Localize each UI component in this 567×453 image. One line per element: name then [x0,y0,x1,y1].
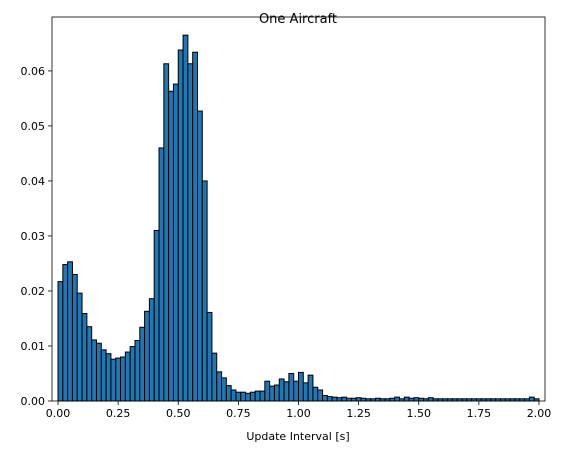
histogram-bar [187,63,194,402]
histogram-bar [288,372,295,402]
histogram-bar [278,378,285,402]
histogram-bar [240,391,247,402]
histogram-bar [182,34,189,402]
x-tick-label: 1.25 [346,407,371,420]
histogram-bar [341,396,348,402]
histogram-bar [249,391,256,402]
histogram-bar [95,342,102,402]
histogram-bar [148,298,155,402]
histogram-bar [115,357,122,402]
histogram-bar [163,63,170,402]
histogram-bar [259,390,266,402]
x-tick-label: 0.50 [166,407,191,420]
histogram-bar [307,374,314,402]
x-axis-label: Update Interval [s] [246,430,349,443]
histogram-bar [360,397,367,402]
histogram-bar [172,83,179,402]
histogram-bar [350,397,357,402]
y-tick-label: 0.06 [21,65,46,78]
y-tick-label: 0.01 [21,340,46,353]
histogram-bar [264,380,271,402]
histogram-bar [528,396,535,402]
y-tick-label: 0.03 [21,230,46,243]
y-tick-label: 0.04 [21,175,46,188]
histogram-bar [322,395,328,402]
histogram-bar [67,261,73,402]
histogram-bar [134,339,141,402]
histogram-bar [403,396,410,402]
histogram-bar [62,264,69,402]
histogram-bar [273,384,280,402]
histogram-bar [374,397,381,402]
histogram-bar [144,310,150,402]
histogram-bar [139,326,146,402]
histogram-bar [394,396,401,402]
y-tick-label: 0.05 [21,120,46,133]
x-tick-label: 2.00 [527,407,552,420]
histogram-bar [302,382,309,402]
histogram-bar [245,392,251,402]
histogram-bar [317,389,324,402]
chart-title: One Aircraft [259,12,337,27]
y-axis-ticks: 0.00 0.01 0.02 0.03 0.04 0.05 0.06 [21,65,52,408]
histogram-bar [168,90,174,402]
histogram-bar [413,397,420,402]
histogram-bar [269,385,275,402]
histogram-bar [225,385,232,402]
plot-frame [51,16,546,402]
histogram-bar [389,397,396,402]
x-tick-label: 1.75 [467,407,492,420]
x-tick-label: 0.00 [46,407,71,420]
histogram-bar [336,397,343,402]
x-axis-ticks: 0.00 0.25 0.50 0.75 1.00 1.25 1.50 1.75 2.00 [46,401,551,420]
x-tick-label: 0.25 [106,407,131,420]
histogram-bar [110,358,117,402]
histogram-bar [418,397,425,402]
histogram-bar [211,352,218,402]
y-tick-label: 0.02 [21,285,46,298]
histogram-bar [254,390,261,402]
histogram-bar [192,51,199,402]
histogram-bars [57,34,540,402]
y-tick-label: 0.00 [21,395,46,408]
histogram-bar [201,180,208,402]
histogram-bar [355,397,362,402]
x-tick-label: 0.75 [226,407,251,420]
histogram-bar [312,386,319,402]
histogram-bar [105,353,112,402]
histogram-bar [120,356,126,402]
histogram-bar [177,49,184,402]
histogram-bar [129,346,136,402]
histogram-bar [331,396,338,402]
x-tick-label: 1.50 [406,407,431,420]
histogram-bar [124,351,131,402]
histogram-bar [206,311,213,402]
histogram-bar [158,147,165,402]
histogram-bar [76,292,83,402]
histogram-bar [221,377,227,402]
x-tick-label: 1.00 [286,407,311,420]
histogram-bar [197,110,203,402]
histogram-bar [293,380,300,402]
histogram-bar [427,397,434,402]
histogram-bar [298,371,304,402]
histogram-bar [81,313,88,402]
histogram-bar [86,326,93,402]
histogram-bar [216,371,223,402]
histogram-bar [408,397,415,402]
histogram-bar [283,381,290,402]
histogram-bar [235,391,242,402]
histogram-bar [346,397,352,402]
histogram-bar [71,273,78,402]
histogram-bar [326,396,333,402]
histogram-bar [91,339,97,402]
histogram-bar [57,281,64,402]
histogram-bar [100,349,107,402]
histogram-bar [230,389,237,402]
histogram-bar [153,229,160,402]
